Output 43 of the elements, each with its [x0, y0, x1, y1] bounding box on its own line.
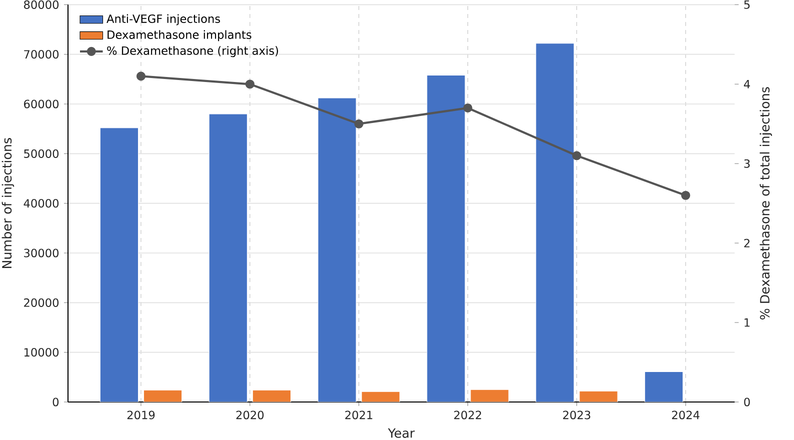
- y2-tick-label: 0: [744, 398, 750, 406]
- y-tick-label: 20000: [24, 298, 59, 307]
- y-tick-label: 40000: [24, 199, 59, 208]
- legend-label: Anti-VEGF injections: [106, 14, 220, 26]
- point: [463, 103, 472, 113]
- legend-label: % Dexamethasone (right axis): [107, 46, 278, 58]
- legend-label: Dexamethasone implants: [108, 30, 252, 42]
- x-tick-label: 2023: [563, 410, 590, 420]
- point: [572, 151, 582, 160]
- point: [136, 72, 146, 81]
- y-tick-label: 60000: [24, 100, 59, 108]
- y2-tick-label: 1: [744, 318, 750, 327]
- x-tick-label: 2022: [454, 410, 482, 420]
- bar: [536, 43, 574, 402]
- y-tick-label: 30000: [24, 248, 59, 258]
- y2-tick-label: 4: [744, 80, 750, 88]
- y2-tick-label: 5: [744, 0, 750, 9]
- bar: [426, 74, 466, 402]
- x-axis-title: Year: [388, 428, 415, 438]
- y-tick-label: 70000: [24, 50, 59, 59]
- bar: [470, 390, 509, 402]
- point: [681, 190, 690, 200]
- y-tick-label: 0: [52, 398, 59, 406]
- bar: [362, 392, 400, 402]
- bar: [144, 390, 182, 402]
- y-tick-label: 10000: [24, 348, 59, 357]
- point: [354, 119, 364, 128]
- y2-axis-title: % Dexamethasone of total injections: [760, 87, 772, 320]
- bar: [252, 390, 291, 402]
- bar: [100, 128, 139, 402]
- y2-tick-label: 3: [744, 159, 750, 168]
- x-tick-label: 2024: [672, 410, 700, 420]
- y-axis-title: Number of injections: [2, 138, 14, 268]
- y2-tick-label: 2: [744, 238, 750, 248]
- point: [245, 80, 254, 89]
- y-tick-label: 80000: [24, 0, 59, 9]
- bar: [208, 114, 248, 402]
- x-tick-label: 2021: [345, 410, 372, 420]
- bar: [644, 371, 684, 402]
- x-tick-label: 2020: [236, 410, 264, 420]
- bar: [318, 98, 356, 402]
- y-tick-label: 50000: [24, 149, 59, 158]
- x-tick-label: 2019: [127, 410, 155, 420]
